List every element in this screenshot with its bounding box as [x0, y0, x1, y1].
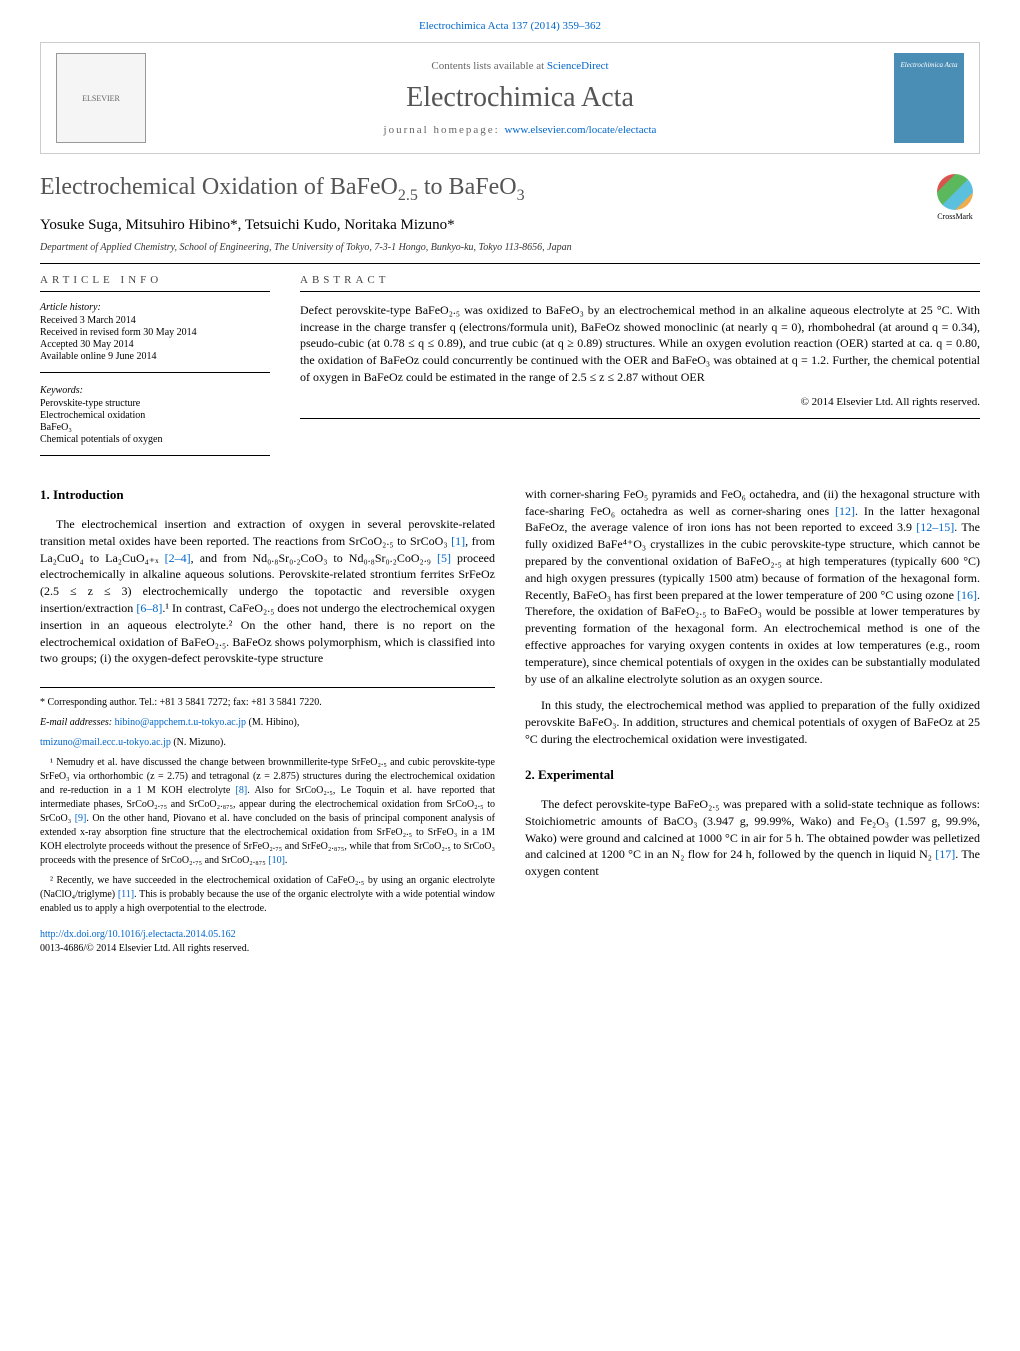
fn1-ref3[interactable]: [10]: [268, 855, 285, 866]
crossmark-badge[interactable]: CrossMark: [930, 174, 980, 224]
exp-p1: The defect perovskite-type BaFeO₂.₅ was …: [525, 796, 980, 880]
abstract-heading: ABSTRACT: [300, 274, 980, 292]
exp-heading: 2. Experimental: [525, 766, 980, 784]
fn1-ref2[interactable]: [9]: [75, 813, 87, 824]
email2-name: (N. Mizuno).: [171, 737, 226, 748]
intro-p1: The electrochemical insertion and extrac…: [40, 516, 495, 667]
article-title: Electrochemical Oxidation of BaFeO2.5 to…: [40, 174, 980, 205]
title-pre: Electrochemical Oxidation of BaFeO: [40, 174, 398, 200]
journal-cover-thumb: Electrochimica Acta: [894, 53, 964, 143]
col2-p1-d: . Therefore, the oxidation of BaFeO₂.₅ t…: [525, 588, 980, 686]
ref-link-2[interactable]: [2–4]: [165, 551, 191, 565]
intro-p1-a: The electrochemical insertion and extrac…: [40, 517, 495, 548]
crossmark-icon: [937, 174, 973, 210]
footnote-2: ² Recently, we have succeeded in the ele…: [40, 874, 495, 916]
affiliation: Department of Applied Chemistry, School …: [40, 242, 980, 253]
kw1: Perovskite-type structure: [40, 398, 270, 409]
right-column: with corner-sharing FeO₅ pyramids and Fe…: [525, 486, 980, 956]
history-label: Article history:: [40, 302, 270, 313]
footer-links: http://dx.doi.org/10.1016/j.electacta.20…: [40, 928, 495, 956]
exp-ref1[interactable]: [17]: [935, 847, 955, 861]
col2-p1: with corner-sharing FeO₅ pyramids and Fe…: [525, 486, 980, 688]
elsevier-logo: ELSEVIER: [56, 53, 146, 143]
crossmark-label: CrossMark: [937, 212, 973, 221]
footnotes: * Corresponding author. Tel.: +81 3 5841…: [40, 687, 495, 916]
kw2: Electrochemical oxidation: [40, 410, 270, 421]
page-header: Electrochimica Acta 137 (2014) 359–362: [0, 0, 1020, 42]
body-columns: 1. Introduction The electrochemical inse…: [40, 486, 980, 956]
email-line: E-mail addresses: hibino@appchem.t.u-tok…: [40, 716, 495, 730]
journal-masthead: ELSEVIER Contents lists available at Sci…: [40, 42, 980, 154]
title-sub1: 2.5: [398, 187, 418, 204]
elsevier-label: ELSEVIER: [82, 94, 120, 103]
info-abstract-row: ARTICLE INFO Article history: Received 3…: [40, 274, 980, 456]
authors: Yosuke Suga, Mitsuhiro Hibino*, Tetsuich…: [40, 217, 980, 234]
copyright: © 2014 Elsevier Ltd. All rights reserved…: [300, 396, 980, 408]
col2-ref3[interactable]: [16]: [957, 588, 977, 602]
info-divider-bottom: [40, 455, 270, 456]
sciencedirect-link[interactable]: ScienceDirect: [547, 60, 609, 72]
journal-name: Electrochimica Acta: [146, 82, 894, 114]
ref-link-1[interactable]: [1]: [451, 534, 465, 548]
article-info: ARTICLE INFO Article history: Received 3…: [40, 274, 270, 456]
revised: Received in revised form 30 May 2014: [40, 327, 270, 338]
abstract-divider: [300, 418, 980, 419]
abstract-box: ABSTRACT Defect perovskite-type BaFeO₂.₅…: [300, 274, 980, 456]
homepage-prefix: journal homepage:: [384, 124, 505, 136]
ref-link-3[interactable]: [5]: [437, 551, 451, 565]
kw3: BaFeO₃: [40, 422, 270, 433]
exp-p1-a: The defect perovskite-type BaFeO₂.₅ was …: [525, 797, 980, 861]
email-label: E-mail addresses:: [40, 717, 115, 728]
email2-link[interactable]: tmizuno@mail.ecc.u-tokyo.ac.jp: [40, 737, 171, 748]
cover-label: Electrochimica Acta: [901, 61, 958, 69]
kw4: Chemical potentials of oxygen: [40, 434, 270, 445]
fn1-ref1[interactable]: [8]: [236, 785, 248, 796]
title-mid: to BaFeO: [418, 174, 517, 200]
footnote-1: ¹ Nemudry et al. have discussed the chan…: [40, 756, 495, 868]
online: Available online 9 June 2014: [40, 351, 270, 362]
title-sub2: 3: [517, 187, 525, 204]
intro-heading: 1. Introduction: [40, 486, 495, 504]
fn1-d: .: [285, 855, 288, 866]
corresp-author: * Corresponding author. Tel.: +81 3 5841…: [40, 696, 495, 710]
left-column: 1. Introduction The electrochemical inse…: [40, 486, 495, 956]
fn2-ref1[interactable]: [11]: [118, 889, 134, 900]
homepage-link[interactable]: www.elsevier.com/locate/electacta: [504, 124, 656, 136]
contents-line: Contents lists available at ScienceDirec…: [146, 60, 894, 72]
col2-ref2[interactable]: [12–15]: [916, 520, 954, 534]
keywords-label: Keywords:: [40, 385, 270, 396]
divider-top: [40, 263, 980, 264]
intro-p1-c: , and from Nd₀.₈Sr₀.₂CoO₃ to Nd₀.₈Sr₀.₂C…: [191, 551, 437, 565]
doi-link[interactable]: http://dx.doi.org/10.1016/j.electacta.20…: [40, 929, 236, 940]
journal-center: Contents lists available at ScienceDirec…: [146, 60, 894, 136]
ref-link-4[interactable]: [6–8]: [136, 601, 162, 615]
email1-name: (M. Hibino),: [246, 717, 299, 728]
email-line2: tmizuno@mail.ecc.u-tokyo.ac.jp (N. Mizun…: [40, 736, 495, 750]
email1-link[interactable]: hibino@appchem.t.u-tokyo.ac.jp: [115, 717, 246, 728]
col2-ref1[interactable]: [12]: [835, 504, 855, 518]
received: Received 3 March 2014: [40, 315, 270, 326]
accepted: Accepted 30 May 2014: [40, 339, 270, 350]
issn-line: 0013-4686/© 2014 Elsevier Ltd. All right…: [40, 943, 249, 954]
article-header: CrossMark Electrochemical Oxidation of B…: [40, 174, 980, 253]
homepage-line: journal homepage: www.elsevier.com/locat…: [146, 124, 894, 136]
citation-link[interactable]: Electrochimica Acta 137 (2014) 359–362: [419, 20, 601, 32]
info-heading: ARTICLE INFO: [40, 274, 270, 292]
contents-prefix: Contents lists available at: [431, 60, 546, 72]
info-divider: [40, 372, 270, 373]
col2-p2: In this study, the electrochemical metho…: [525, 697, 980, 747]
abstract-text: Defect perovskite-type BaFeO₂.₅ was oxid…: [300, 302, 980, 386]
